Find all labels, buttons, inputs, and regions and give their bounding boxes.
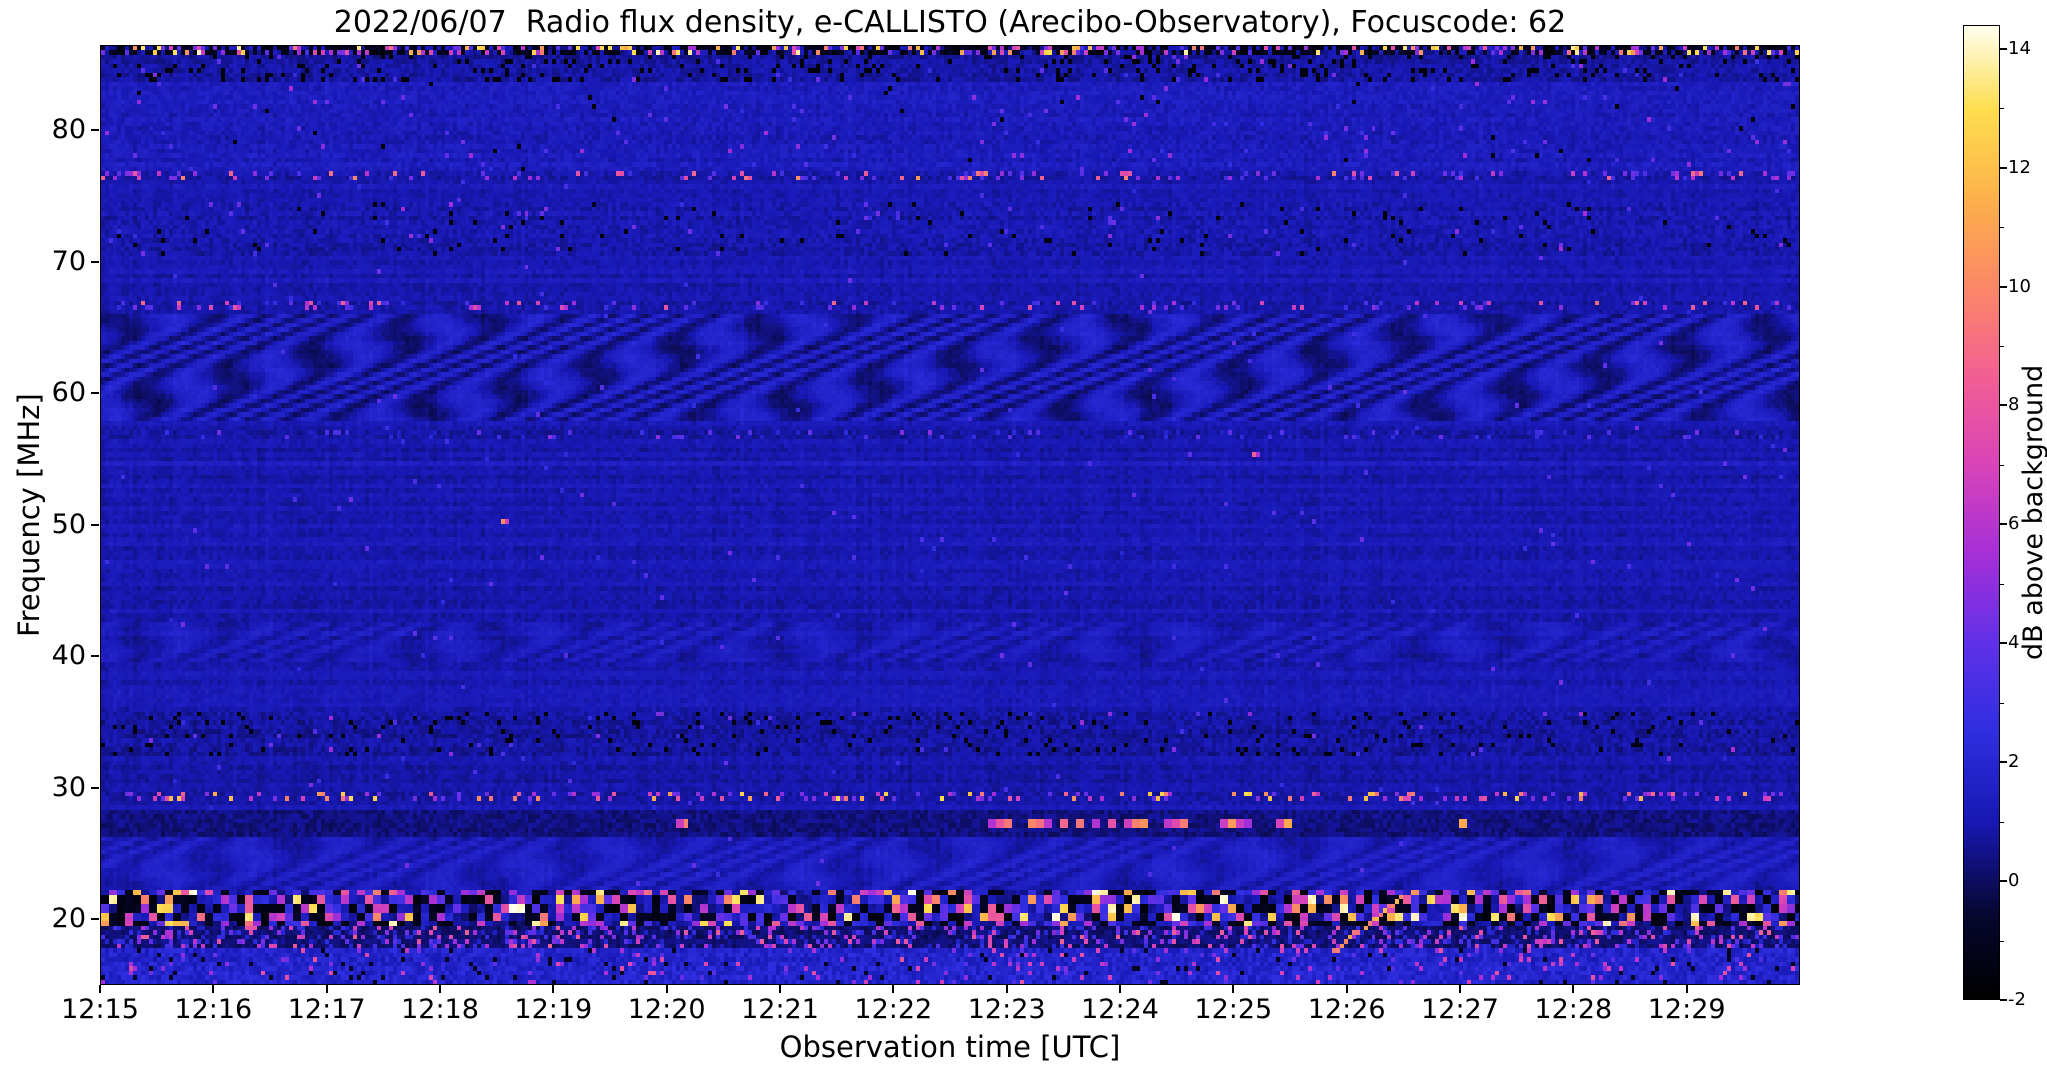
colorbar-minor-tick-mark [2000,702,2004,704]
x-tick-mark [1685,985,1688,993]
y-tick-mark [91,918,99,921]
x-tick-mark [1345,985,1348,993]
chart-title: 2022/06/07 Radio flux density, e-CALLIST… [333,5,1567,40]
x-tick-mark [779,985,781,993]
colorbar-tick-mark [2000,166,2007,169]
colorbar-tick-label: 6 [2008,513,2020,535]
x-tick-label: 12:20 [627,994,706,1025]
x-tick-mark [1005,985,1008,993]
x-tick-label: 12:29 [1647,994,1726,1025]
y-tick-mark [91,392,99,395]
colorbar-tick-mark [2000,47,2007,50]
x-tick-mark [99,985,101,993]
x-axis-label: Observation time [UTC] [779,1030,1121,1064]
colorbar-tick-mark [2000,285,2007,288]
colorbar-tick-label: 8 [2008,394,2020,416]
y-tick-label: 60 [51,377,86,409]
colorbar-tick-mark [2000,523,2007,526]
colorbar-minor-tick-mark [2000,108,2004,110]
colorbar-tick-mark [2000,880,2007,883]
colorbar-minor-tick-mark [2000,583,2004,585]
spectrogram-canvas [101,46,1799,984]
x-tick-mark [1572,985,1575,993]
x-tick-mark [665,985,668,993]
y-tick-label: 80 [51,114,86,146]
x-tick-label: 12:24 [1081,994,1159,1025]
x-tick-mark [1232,985,1235,993]
colorbar-tick-label: 12 [2008,156,2031,178]
colorbar-tick-mark [2000,642,2007,645]
x-tick-label: 12:22 [854,994,933,1025]
y-tick-mark [91,786,99,789]
colorbar-minor-tick-mark [2000,227,2004,229]
x-tick-mark [325,985,328,993]
x-tick-mark [892,985,895,993]
colorbar-tick-label: 10 [2008,275,2031,297]
x-tick-mark [1119,985,1121,993]
x-tick-mark [552,985,555,993]
colorbar-tick-label: 14 [2008,37,2031,59]
x-tick-mark [212,985,215,993]
y-tick-mark [91,260,99,263]
y-tick-mark [91,129,99,132]
x-tick-label: 12:18 [401,994,479,1025]
x-tick-mark [1459,985,1461,993]
x-tick-label: 12:16 [174,994,253,1025]
colorbar-minor-tick-mark [2000,821,2004,823]
x-tick-label: 12:21 [741,994,819,1025]
colorbar [1963,25,2000,1000]
colorbar-tick-label: 0 [2008,870,2020,892]
colorbar-tick-label: -2 [2008,989,2026,1010]
colorbar-minor-tick-mark [2000,464,2004,466]
x-tick-label: 12:17 [287,994,366,1025]
colorbar-gradient [1964,26,1999,999]
x-tick-label: 12:19 [514,994,593,1025]
y-tick-label: 40 [51,640,86,672]
colorbar-minor-tick-mark [2000,940,2004,942]
x-tick-label: 12:26 [1307,994,1386,1025]
plot-area [100,45,1800,985]
colorbar-tick-label: 2 [2008,751,2020,773]
x-tick-label: 12:23 [967,994,1046,1025]
y-tick-mark [91,655,99,658]
y-tick-label: 20 [51,903,86,935]
x-tick-label: 12:25 [1194,994,1273,1025]
y-tick-label: 70 [51,245,86,277]
colorbar-tick-label: 4 [2008,632,2020,654]
y-tick-mark [91,523,99,526]
y-tick-label: 50 [51,508,86,540]
x-tick-mark [439,985,441,993]
colorbar-tick-mark [2000,404,2007,407]
x-tick-label: 12:15 [61,994,139,1025]
colorbar-tick-mark [2000,999,2007,1001]
colorbar-minor-tick-mark [2000,346,2004,348]
x-tick-label: 12:28 [1534,994,1613,1025]
x-tick-label: 12:27 [1421,994,1499,1025]
y-tick-label: 30 [51,771,86,803]
colorbar-tick-mark [2000,761,2007,764]
